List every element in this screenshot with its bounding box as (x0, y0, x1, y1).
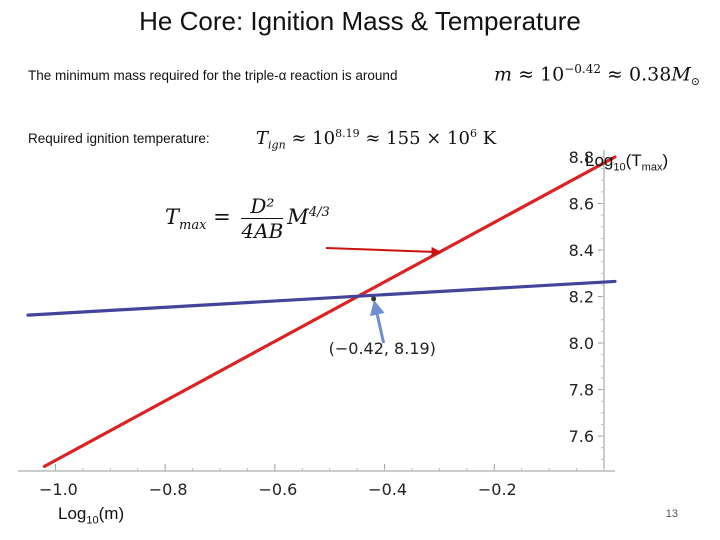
x-tick-label: −1.0 (39, 480, 78, 499)
fraction: D² 4AB (241, 194, 284, 243)
y-axis-label: Log10(Tmax) (585, 151, 668, 173)
min-mass-formula: m ≈ 10−0.42 ≈ 0.38M⊙ (494, 62, 700, 88)
y-label-log: Log (585, 151, 614, 170)
temp-approx-ten: ≈ 10 (291, 128, 336, 149)
x-tick-label: −0.6 (258, 480, 297, 499)
y-tick-label: 7.8 (569, 381, 594, 400)
intersection-label: (−0.42, 8.19) (329, 339, 436, 358)
x-tick-label: −0.2 (478, 480, 517, 499)
y-label-base: 10 (613, 161, 626, 174)
ignition-temperature-line (42, 155, 617, 468)
mass-power-symbol: M (287, 205, 309, 229)
mass-power-exponent: 4/3 (308, 205, 330, 220)
temp-unit: K (482, 128, 497, 149)
fraction-numerator: D² (241, 194, 284, 219)
page-number: 13 (665, 508, 678, 520)
tmax-formula: Tmax = D² 4AB M4/3 (165, 194, 330, 243)
tmax-subscript: max (179, 218, 207, 234)
slide-title: He Core: Ignition Mass & Temperature (139, 6, 581, 36)
ignition-temp-formula: Tign ≈ 108.19 ≈ 155 × 106 K (256, 127, 496, 152)
y-tick-label: 7.6 (569, 427, 594, 446)
intersection-point (371, 296, 377, 302)
min-mass-text: The minimum mass required for the triple… (28, 68, 397, 83)
mass-value: ≈ 0.38 (607, 63, 672, 86)
temp-exponent-2: 6 (469, 127, 477, 140)
tmax-line (26, 279, 617, 317)
tmax-symbol: T (165, 205, 180, 229)
approx-ten: ≈ 10 (518, 63, 565, 86)
y-label-close: ) (662, 151, 669, 170)
mass-symbol: m (494, 63, 513, 86)
y-label-var: (T (625, 151, 642, 170)
x-label-log: Log (58, 504, 87, 523)
temp-subscript: ign (268, 138, 286, 152)
intersection-arrow (369, 299, 386, 344)
x-tick-label: −0.8 (149, 480, 188, 499)
ignition-temp-label: Required ignition temperature: (28, 131, 210, 146)
equals-sign: = (213, 205, 231, 229)
x-axis-label: Log10(m) (58, 504, 124, 526)
formula-arrow (325, 246, 442, 257)
solar-mass-symbol: M (671, 63, 691, 86)
temp-symbol: T (256, 128, 269, 149)
y-tick-label: 8.6 (569, 195, 594, 214)
fraction-denominator: 4AB (241, 219, 284, 243)
y-tick-label: 8.4 (569, 241, 594, 260)
x-label-var: (m) (98, 504, 125, 523)
ignition-temp-text: Required ignition temperature: (28, 131, 210, 146)
temp-exponent: 8.19 (335, 127, 360, 140)
mass-exponent: −0.42 (564, 62, 601, 76)
sun-symbol: ⊙ (690, 75, 700, 89)
y-tick-label: 8.0 (569, 334, 594, 353)
y-tick-label: 8.8 (569, 148, 594, 167)
min-mass-sentence: The minimum mass required for the triple… (28, 68, 398, 83)
temp-value: ≈ 155 × 10 (365, 128, 470, 149)
x-tick-label: −0.4 (368, 480, 407, 499)
y-label-var-sub: max (641, 161, 663, 174)
x-label-base: 10 (86, 514, 99, 527)
y-tick-label: 8.2 (569, 288, 594, 307)
